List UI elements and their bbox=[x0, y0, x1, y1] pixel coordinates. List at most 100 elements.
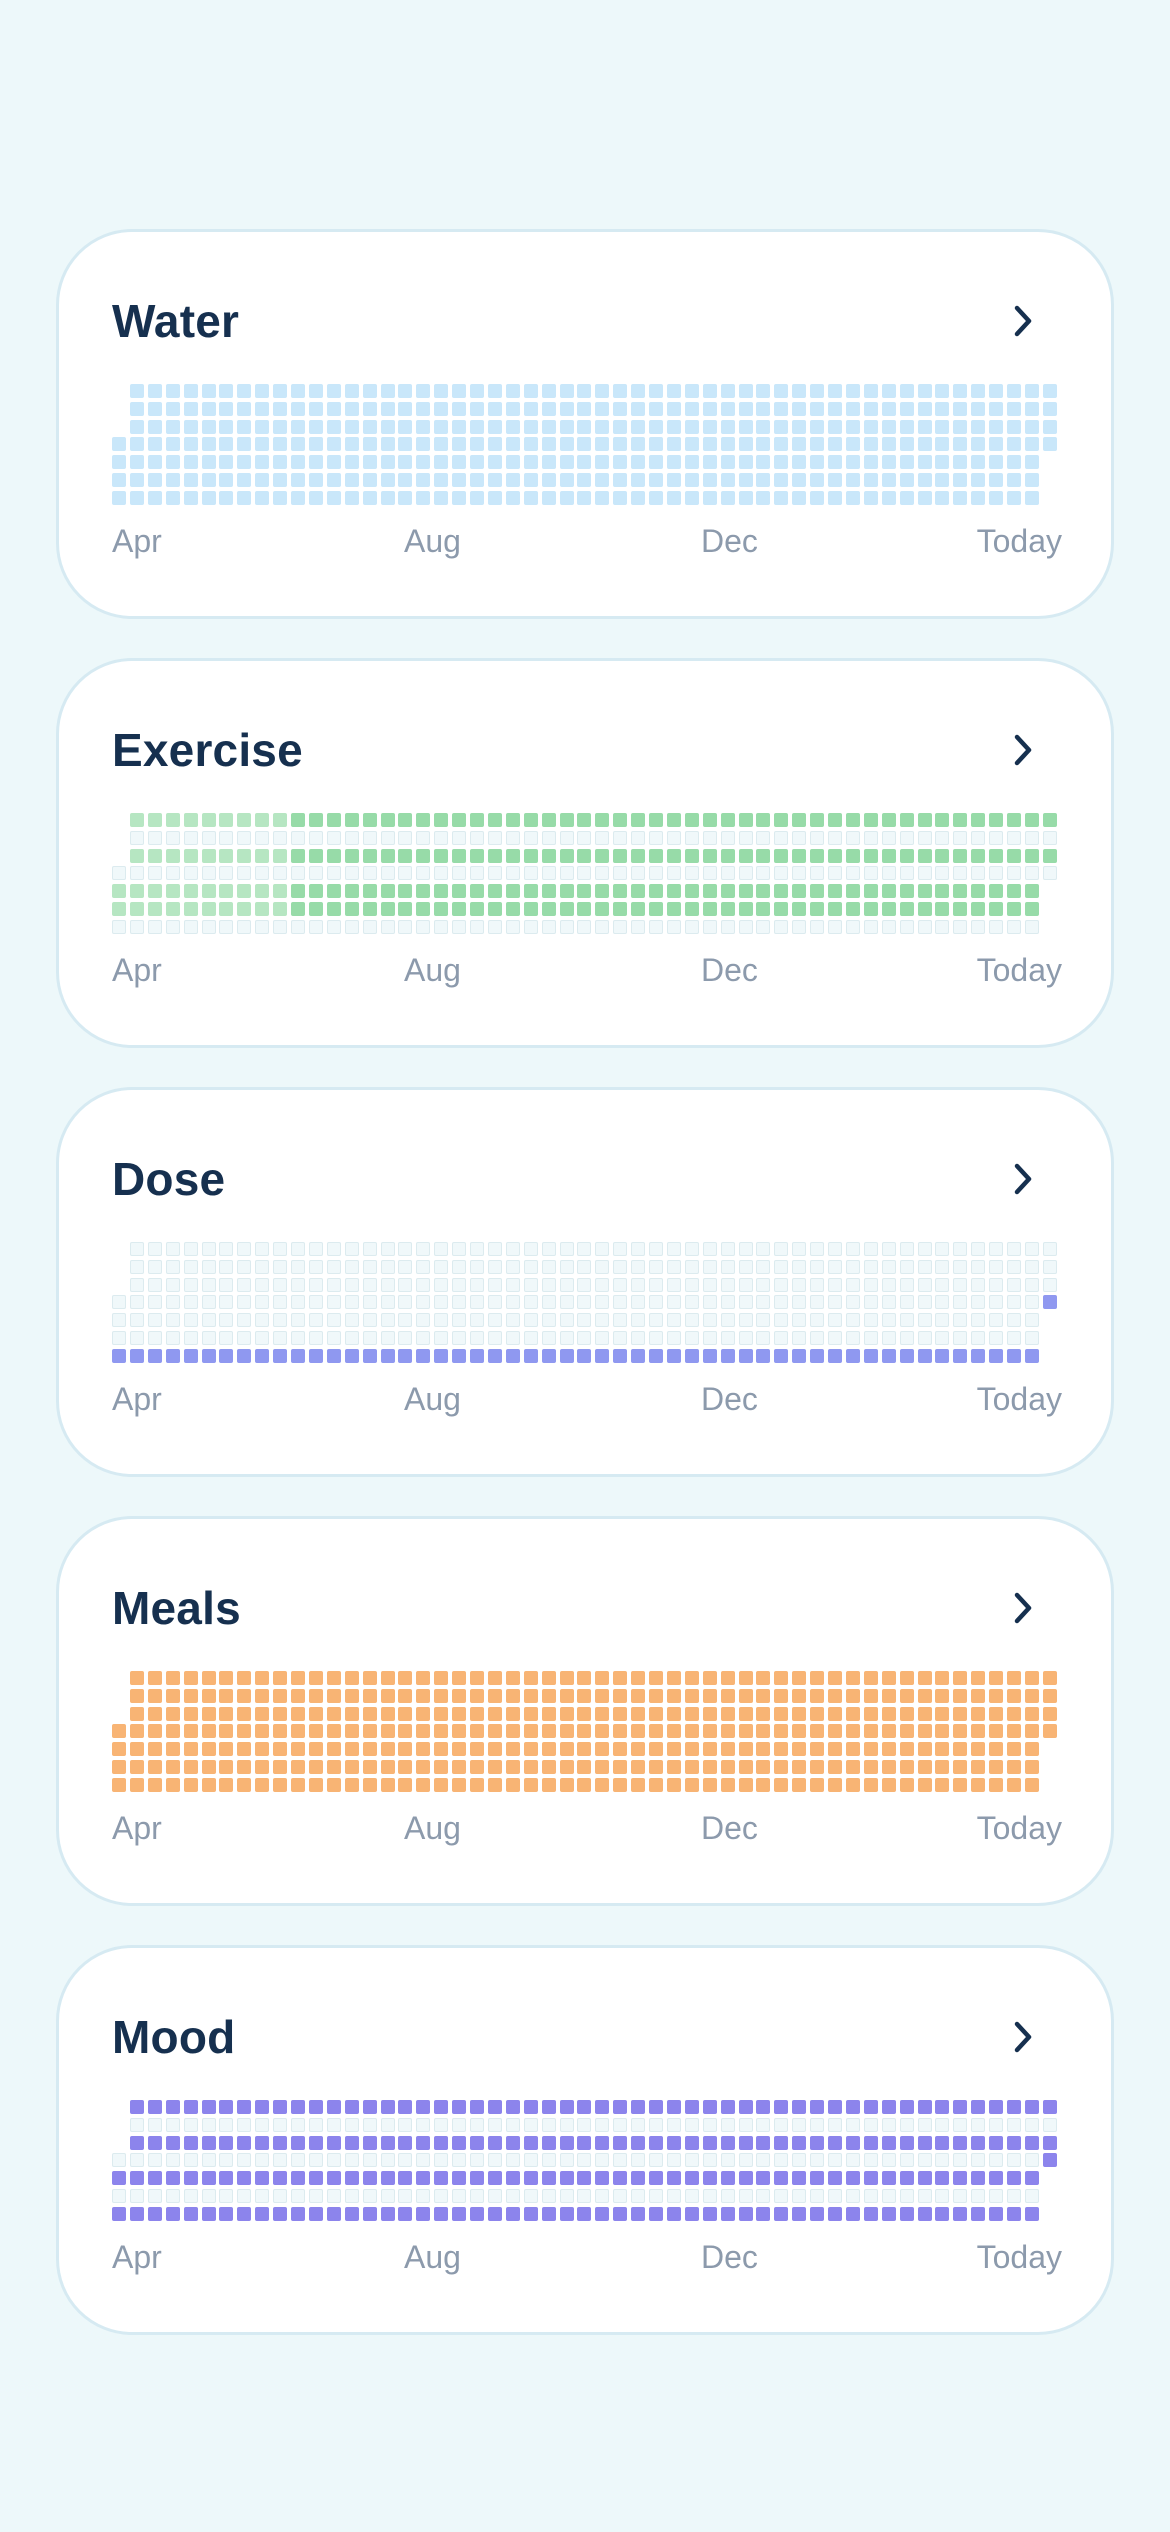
heatmap-cell bbox=[434, 473, 449, 487]
heatmap-cell bbox=[613, 1724, 628, 1739]
heatmap-cell bbox=[326, 1277, 341, 1292]
heatmap-cell bbox=[326, 866, 341, 881]
habit-card-mood[interactable]: Mood Apr Aug Dec Today bbox=[56, 1945, 1114, 2335]
heatmap-cell bbox=[631, 813, 646, 827]
heatmap-cell bbox=[201, 401, 216, 416]
heatmap-cell bbox=[523, 919, 538, 934]
heatmap-cell bbox=[380, 2100, 395, 2114]
heatmap-cell bbox=[452, 813, 467, 827]
heatmap-cell bbox=[577, 455, 592, 470]
heatmap-cell bbox=[255, 2171, 270, 2186]
heatmap-cell bbox=[434, 455, 449, 470]
heatmap-cell bbox=[559, 1742, 574, 1757]
heatmap-cell bbox=[505, 884, 520, 899]
heatmap-cell bbox=[255, 2153, 270, 2168]
heatmap-cell bbox=[416, 848, 431, 863]
heatmap-cell bbox=[291, 1688, 305, 1703]
heatmap-cell bbox=[613, 1313, 628, 1328]
heatmap-cell bbox=[559, 1688, 574, 1703]
heatmap-cell bbox=[362, 2100, 377, 2114]
heatmap-cell bbox=[183, 1277, 198, 1292]
heatmap-cell bbox=[989, 1742, 1004, 1757]
heatmap-cell bbox=[684, 2189, 699, 2203]
heatmap-cell bbox=[380, 2171, 395, 2186]
heatmap-cell bbox=[684, 419, 699, 434]
heatmap-cell bbox=[147, 813, 162, 827]
heatmap-cell bbox=[971, 2100, 986, 2114]
open-detail-button[interactable] bbox=[999, 2013, 1047, 2061]
heatmap-cell bbox=[505, 1242, 520, 1256]
heatmap-cell bbox=[1024, 455, 1039, 470]
heatmap-cell bbox=[989, 902, 1004, 916]
heatmap-cell bbox=[416, 2100, 431, 2114]
heatmap-cell bbox=[326, 401, 341, 416]
heatmap-cell bbox=[649, 401, 663, 416]
habit-card-water[interactable]: Water Apr Aug Dec Today bbox=[56, 229, 1114, 619]
heatmap-cell bbox=[953, 1688, 968, 1703]
heatmap-cell bbox=[971, 1760, 986, 1774]
heatmap-cell bbox=[881, 384, 896, 398]
heatmap-cell bbox=[255, 1242, 270, 1256]
heatmap-cell bbox=[434, 866, 449, 881]
heatmap-cell bbox=[362, 2171, 377, 2186]
heatmap-cell bbox=[1042, 1688, 1057, 1703]
heatmap-cell bbox=[899, 1295, 914, 1310]
habit-card-exercise[interactable]: Exercise Apr Aug Dec Today bbox=[56, 658, 1114, 1048]
habit-card-meals[interactable]: Meals Apr Aug Dec Today bbox=[56, 1516, 1114, 1906]
heatmap-cell bbox=[434, 1706, 449, 1721]
heatmap-cell bbox=[917, 1277, 932, 1292]
heatmap-cell bbox=[470, 2206, 484, 2221]
heatmap-cell bbox=[326, 1671, 341, 1685]
heatmap-cell bbox=[559, 437, 574, 452]
heatmap-cell bbox=[738, 919, 753, 934]
heatmap-cell bbox=[899, 1688, 914, 1703]
heatmap-cell bbox=[165, 2206, 180, 2221]
heatmap-cell bbox=[147, 866, 162, 881]
heatmap-cell bbox=[917, 455, 932, 470]
heatmap-cell bbox=[684, 1777, 699, 1792]
heatmap-cell bbox=[398, 384, 413, 398]
heatmap-cell bbox=[1024, 1295, 1039, 1310]
heatmap-cell bbox=[219, 2153, 234, 2168]
heatmap-cell bbox=[1024, 1688, 1039, 1703]
heatmap-cell bbox=[470, 401, 484, 416]
heatmap-cell bbox=[989, 2189, 1004, 2203]
heatmap-cell bbox=[792, 813, 807, 827]
heatmap-cell bbox=[810, 1742, 825, 1757]
heatmap-cell bbox=[738, 473, 753, 487]
heatmap-cell bbox=[953, 401, 968, 416]
heatmap-cell bbox=[1024, 830, 1039, 845]
heatmap-cell bbox=[774, 902, 789, 916]
heatmap-cell bbox=[273, 1671, 288, 1685]
heatmap-cell bbox=[702, 848, 717, 863]
heatmap-cell bbox=[666, 1671, 681, 1685]
habit-card-dose[interactable]: Dose Apr Aug Dec Today bbox=[56, 1087, 1114, 1477]
heatmap-cell bbox=[917, 419, 932, 434]
heatmap-cell bbox=[577, 1671, 592, 1685]
heatmap-cell bbox=[380, 1331, 395, 1345]
heatmap-cell bbox=[147, 401, 162, 416]
heatmap-cell bbox=[774, 437, 789, 452]
open-detail-button[interactable] bbox=[999, 1584, 1047, 1632]
heatmap-cell bbox=[237, 1777, 252, 1792]
heatmap-cell bbox=[684, 866, 699, 881]
heatmap-cell bbox=[291, 384, 305, 398]
heatmap-cell bbox=[649, 1313, 663, 1328]
heatmap-cell bbox=[165, 848, 180, 863]
open-detail-button[interactable] bbox=[999, 726, 1047, 774]
heatmap-cell bbox=[523, 1724, 538, 1739]
axis-label-dec: Dec bbox=[701, 1810, 758, 1846]
month-axis: Apr Aug Dec Today bbox=[112, 1381, 1062, 1421]
heatmap-cell bbox=[595, 2100, 610, 2114]
open-detail-button[interactable] bbox=[999, 297, 1047, 345]
heatmap-cell bbox=[702, 884, 717, 899]
heatmap-cell bbox=[201, 1742, 216, 1757]
heatmap-cell bbox=[649, 866, 663, 881]
heatmap-cell bbox=[792, 1706, 807, 1721]
heatmap-cell bbox=[881, 848, 896, 863]
heatmap-cell bbox=[971, 1777, 986, 1792]
heatmap-cell bbox=[595, 1706, 610, 1721]
open-detail-button[interactable] bbox=[999, 1155, 1047, 1203]
axis-label-apr: Apr bbox=[112, 952, 162, 988]
heatmap-cell bbox=[953, 1277, 968, 1292]
